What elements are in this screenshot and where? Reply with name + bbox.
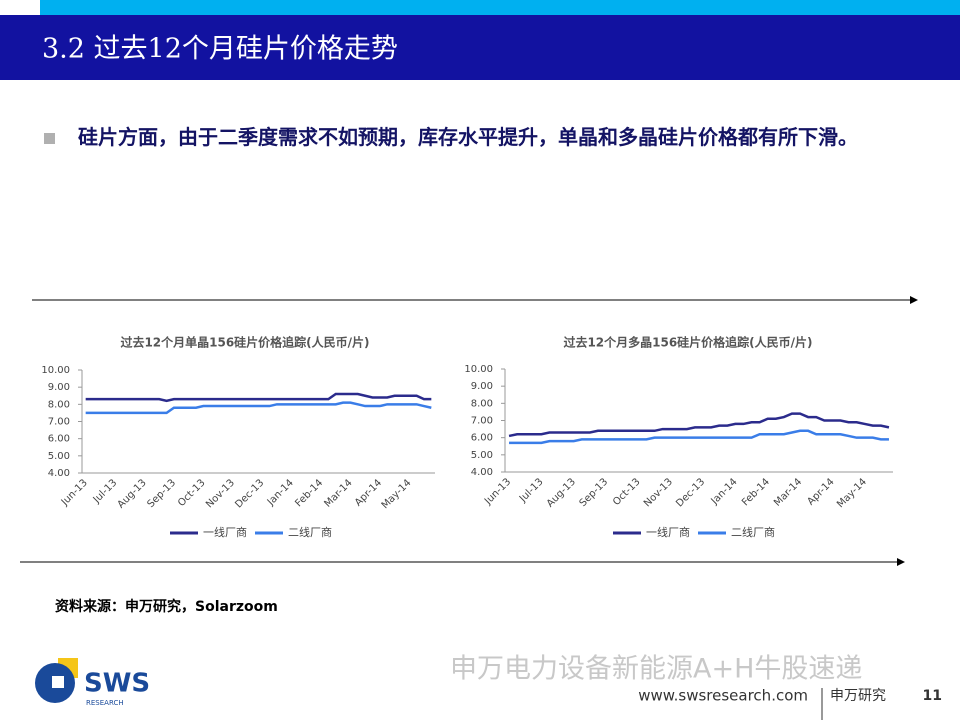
source: 资料来源：申万研究，Solarzoom: [55, 598, 278, 615]
x-tick-label: Jun-13: [482, 476, 513, 507]
x-tick-label: Oct-13: [611, 476, 643, 508]
logo-sub: RESEARCH: [86, 699, 124, 707]
y-tick-label: 9.00: [471, 381, 493, 392]
x-tick-label: Aug-13: [116, 477, 149, 510]
series-line: [508, 412, 890, 438]
x-tick-label: May-14: [835, 476, 869, 510]
series-line: [509, 429, 889, 445]
x-tick-label: Jan-14: [709, 476, 740, 507]
chart-title: 过去12个月多晶156硅片价格追踪(人民币/片): [563, 335, 812, 350]
footer-website: www.swsresearch.com: [638, 687, 808, 705]
x-tick-label: Dec-13: [233, 477, 266, 510]
x-tick-label: Mar-14: [322, 477, 354, 509]
x-tick-label: Sep-13: [578, 476, 611, 509]
legend-label: 二线厂商: [288, 525, 332, 539]
y-tick-label: 5.00: [48, 451, 70, 462]
x-tick-label: Oct-13: [176, 477, 208, 509]
bullet-marker: [44, 133, 55, 144]
slide-title: 3.2 过去12个月硅片价格走势: [42, 34, 398, 65]
arrow-head: [897, 558, 905, 566]
y-tick-label: 5.00: [471, 450, 493, 461]
legend-label: 一线厂商: [646, 525, 690, 539]
x-tick-label: May-14: [380, 477, 414, 511]
x-tick-label: Nov-13: [204, 477, 237, 510]
x-tick-label: Jun-13: [59, 477, 90, 508]
top-stripe: [40, 0, 960, 15]
x-tick-label: Dec-13: [674, 476, 707, 509]
title-banner: [0, 15, 960, 80]
chart-title: 过去12个月单晶156硅片价格追踪(人民币/片): [120, 335, 369, 350]
x-tick-label: Mar-14: [772, 476, 804, 508]
y-tick-label: 4.00: [471, 467, 493, 478]
x-tick-label: Jan-14: [265, 477, 296, 508]
bullet-text: 硅片方面，由于二季度需求不如预期，库存水平提升，单晶和多晶硅片价格都有所下滑。: [78, 125, 858, 149]
series-line: [85, 392, 432, 403]
y-tick-label: 4.00: [48, 468, 70, 479]
y-tick-label: 9.00: [48, 382, 70, 393]
x-tick-label: Jul-13: [517, 476, 546, 505]
y-tick-label: 10.00: [464, 364, 493, 375]
arrow-head: [910, 296, 918, 304]
x-tick-label: Jul-13: [91, 477, 120, 506]
y-tick-label: 7.00: [471, 416, 493, 427]
y-tick-label: 7.00: [48, 417, 70, 428]
x-tick-label: Feb-14: [740, 476, 772, 508]
x-tick-label: Nov-13: [642, 476, 675, 509]
x-tick-label: Apr-14: [806, 476, 837, 507]
series-line: [85, 401, 432, 415]
page-number: 11: [923, 688, 942, 704]
y-tick-label: 10.00: [41, 365, 70, 376]
y-tick-label: 6.00: [471, 433, 493, 444]
x-tick-label: Sep-13: [146, 477, 179, 510]
y-tick-label: 6.00: [48, 434, 70, 445]
y-tick-label: 8.00: [471, 398, 493, 409]
footer-brand: 申万研究: [830, 688, 886, 704]
watermark: 申万电力设备新能源A+H牛股速递: [450, 654, 862, 685]
logo-inner: [52, 676, 64, 688]
x-tick-label: Aug-13: [545, 476, 578, 509]
legend-label: 二线厂商: [731, 525, 775, 539]
legend-label: 一线厂商: [203, 525, 247, 539]
logo-name: SWS: [84, 669, 150, 699]
x-tick-label: Feb-14: [293, 477, 325, 509]
bullet-box: 硅片方面，由于二季度需求不如预期，库存水平提升，单晶和多晶硅片价格都有所下滑。: [78, 125, 858, 149]
y-tick-label: 8.00: [48, 399, 70, 410]
